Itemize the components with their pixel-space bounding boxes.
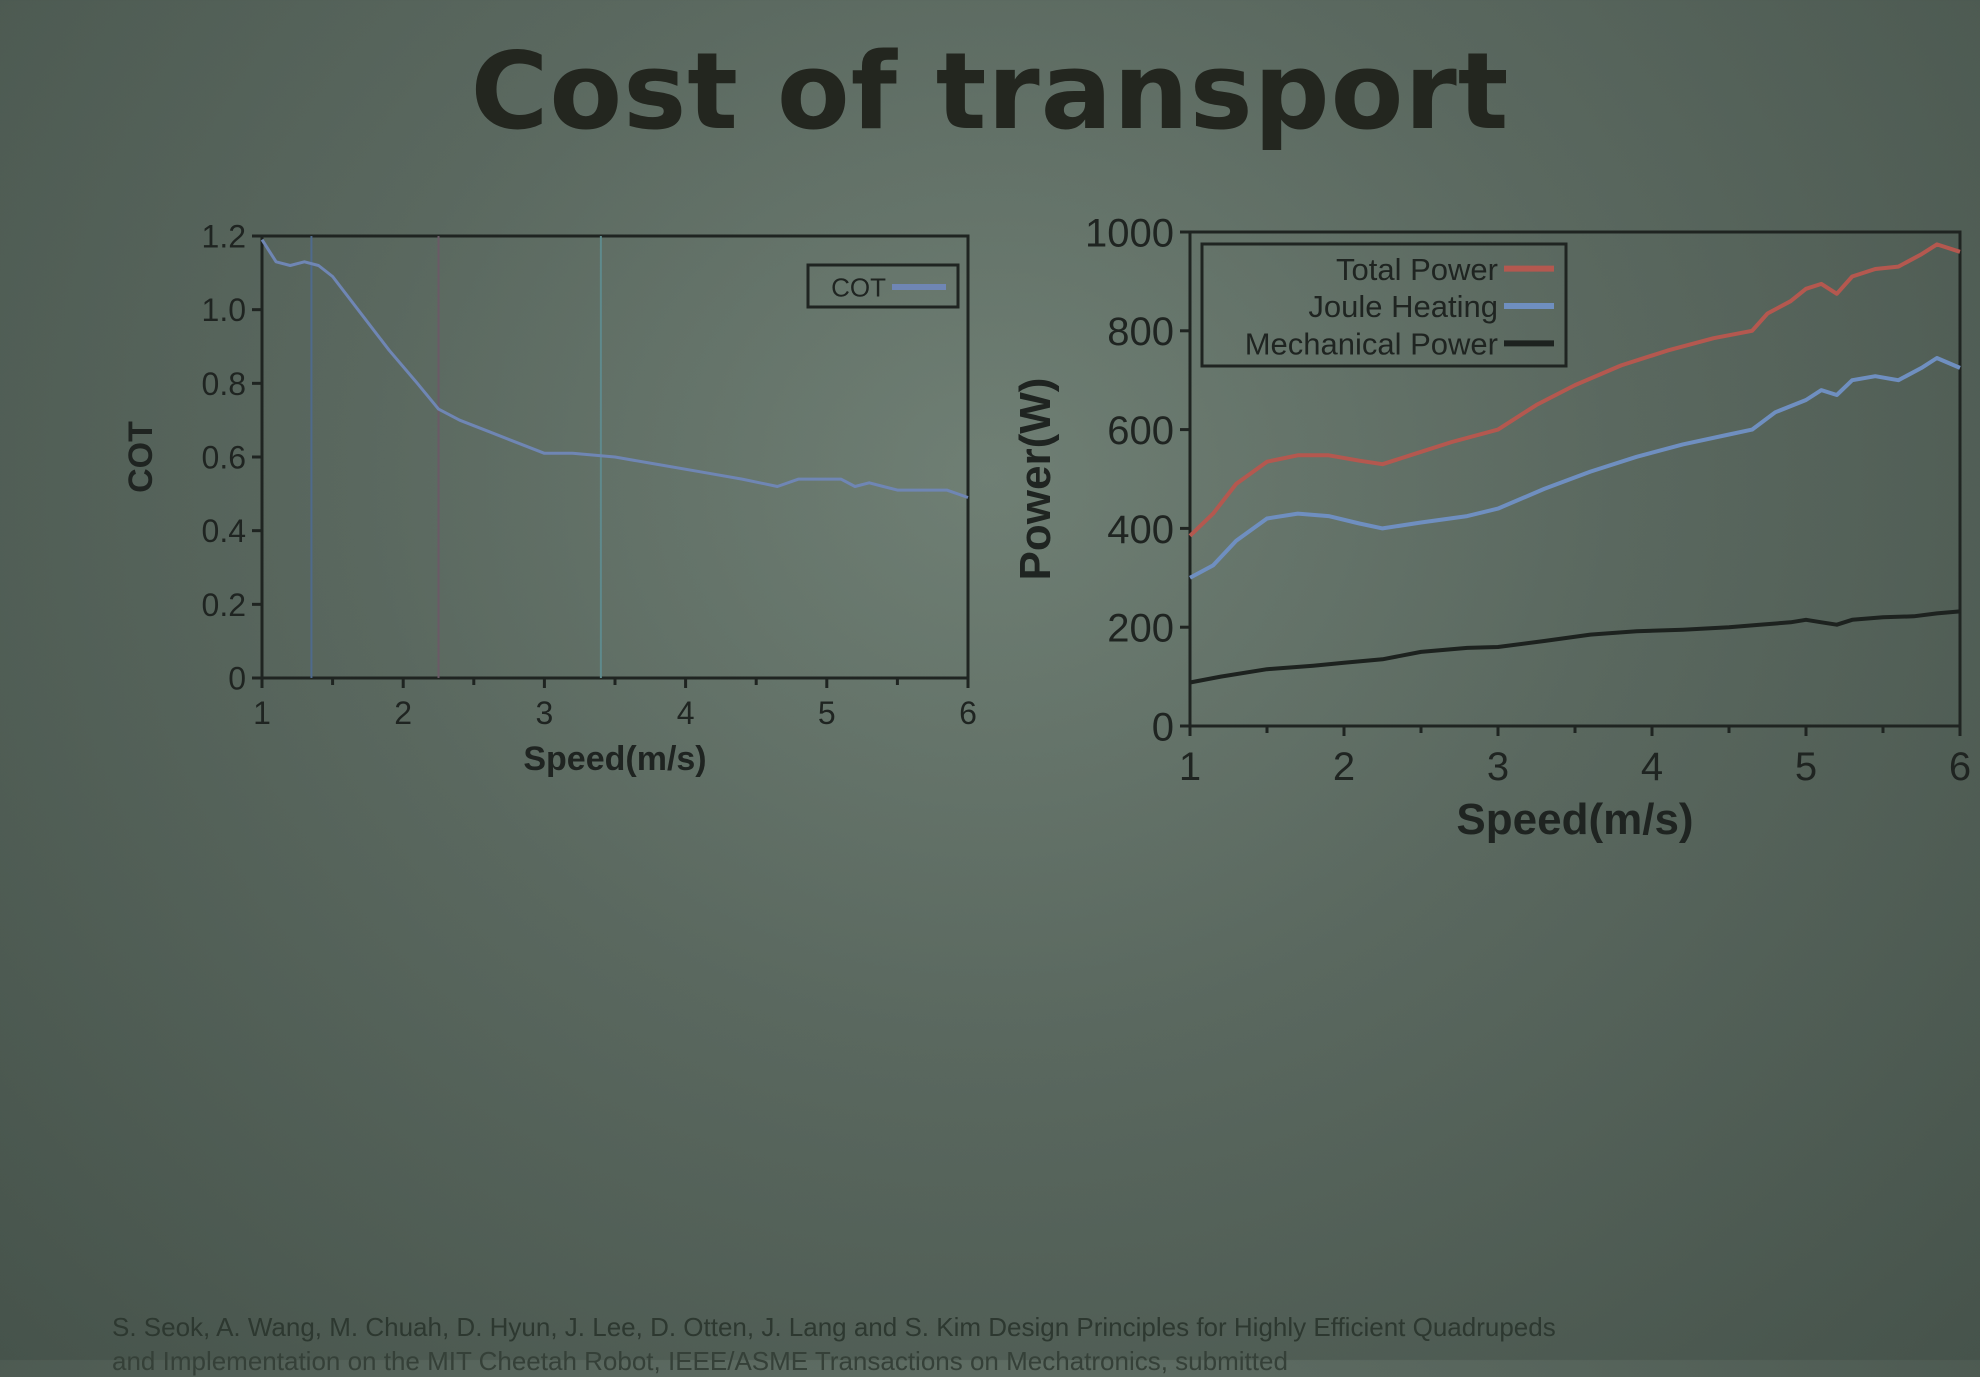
power-series-mechanical-power [1189,609,1961,685]
cot-legend-label: COT [831,272,886,302]
slide-title: Cost of transport [470,30,1510,153]
power-x-tick-label: 4 [1641,745,1663,789]
power-legend-label: Total Power [1336,252,1498,287]
cot-series-cot [260,238,969,499]
power-x-axis-label: Speed(m/s) [1456,795,1693,844]
cot-y-tick-label: 0 [228,661,246,697]
power-chart: 1 2 3 4 5 6 0 200 400 600 800 1000 Speed(m/s) Power(W… [1011,211,1971,844]
cot-x-tick-label: 1 [253,695,271,731]
cot-y-tick-label: 0.8 [202,366,246,402]
power-x-tick-label: 3 [1487,745,1509,789]
power-x-tick-label: 5 [1795,745,1817,789]
cot-x-tick-label: 3 [536,695,554,731]
cot-y-tick-label: 0.4 [202,513,246,549]
power-legend-label: Mechanical Power [1245,326,1498,361]
cot-y-axis-label: COT [122,421,160,493]
power-y-tick-label: 400 [1107,508,1174,552]
cot-x-tick-label: 2 [394,695,412,731]
cot-x-tick-label: 6 [959,695,977,731]
citation-line-2: and Implementation on the MIT Cheetah Ro… [112,1346,1288,1376]
cot-y-tick-label: 0.2 [202,587,246,623]
cot-legend: COT [806,263,960,309]
power-y-axis-label: Power(W) [1011,378,1060,581]
citation-line-1: S. Seok, A. Wang, M. Chuah, D. Hyun, J. … [112,1312,1556,1342]
cot-x-tick-label: 5 [818,695,836,731]
power-y-tick-label: 800 [1107,310,1174,354]
cot-y-tick-label: 0.6 [202,440,246,476]
power-y-tick-label: 0 [1152,705,1174,749]
power-y-tick-label: 1000 [1085,211,1174,255]
power-legend-box [1200,242,1568,368]
cot-y-tick-label: 1.0 [202,292,246,328]
power-series-joule-heating [1189,356,1961,580]
power-series-total-power [1188,242,1961,538]
cot-chart: 1 2 3 4 5 6 0 0.2 0.4 0.6 0.8 1.0 1.2 Speed(m/s) COT CO… [122,219,977,778]
power-legend-label: Joule Heating [1308,289,1498,324]
cot-legend-box [806,263,960,309]
power-x-tick-label: 6 [1949,745,1971,789]
power-y-tick-label: 600 [1107,409,1174,453]
cot-x-tick-label: 4 [677,695,695,731]
power-y-tick-label: 200 [1107,607,1174,651]
cot-x-axis-label: Speed(m/s) [523,740,706,778]
power-x-tick-label: 2 [1333,745,1355,789]
cot-y-tick-label: 1.2 [202,219,246,255]
power-x-tick-label: 1 [1179,745,1201,789]
